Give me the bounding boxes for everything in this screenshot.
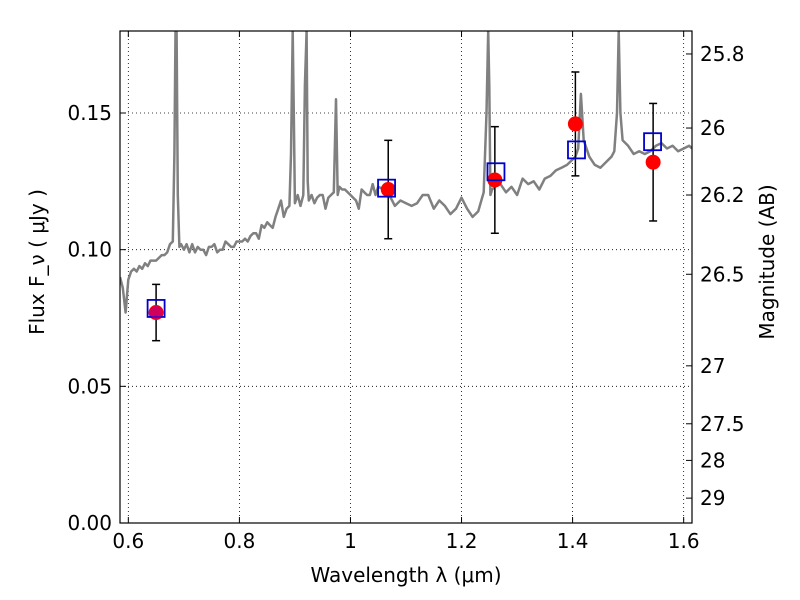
y-tick-label: 0.00 xyxy=(67,511,112,535)
observed-point xyxy=(567,116,583,132)
observed-point xyxy=(380,182,396,198)
y-tick-label: 0.15 xyxy=(67,101,112,125)
model-point xyxy=(643,132,662,152)
overlap-point xyxy=(149,306,163,320)
right-axis-title: Magnitude (AB) xyxy=(755,184,779,339)
y-axis-ticks: 0.00 0.05 0.10 0.15 xyxy=(67,101,126,535)
right-tick-label: 27.5 xyxy=(700,412,745,436)
model-point xyxy=(567,140,586,160)
x-tick-label: 1 xyxy=(344,529,357,553)
plot-frame xyxy=(119,30,693,524)
y-tick-label: 0.05 xyxy=(67,374,112,398)
right-tick-label: 28 xyxy=(700,448,725,472)
model-point xyxy=(377,178,396,198)
x-axis-ticks: 0.6 0.8 1 1.2 1.4 1.6 xyxy=(112,31,700,553)
right-axis-ticks: 25.8 26 26.2 26.5 27 27.5 28 29 xyxy=(686,42,745,510)
grid-lines xyxy=(120,31,692,523)
right-tick-label: 27 xyxy=(700,354,725,378)
spectrum-line xyxy=(120,31,692,314)
y-tick-label: 0.10 xyxy=(67,238,112,262)
model-point xyxy=(486,162,506,182)
x-tick-label: 1.4 xyxy=(557,529,589,553)
right-tick-label: 29 xyxy=(700,486,725,510)
x-tick-label: 1.2 xyxy=(446,529,478,553)
observed-point xyxy=(645,154,661,170)
x-tick-label: 1.6 xyxy=(668,529,700,553)
right-tick-label: 26.2 xyxy=(700,183,745,207)
x-tick-label: 0.8 xyxy=(223,529,255,553)
right-tick-label: 26.5 xyxy=(700,262,745,286)
right-tick-label: 26 xyxy=(700,116,725,140)
x-tick-label: 0.6 xyxy=(112,529,144,553)
plot-area xyxy=(120,31,692,342)
right-tick-label: 25.8 xyxy=(700,42,745,66)
x-axis-title: Wavelength λ (μm) xyxy=(310,563,501,587)
y-axis-title: Flux F_ν ( μJy ) xyxy=(25,189,49,335)
